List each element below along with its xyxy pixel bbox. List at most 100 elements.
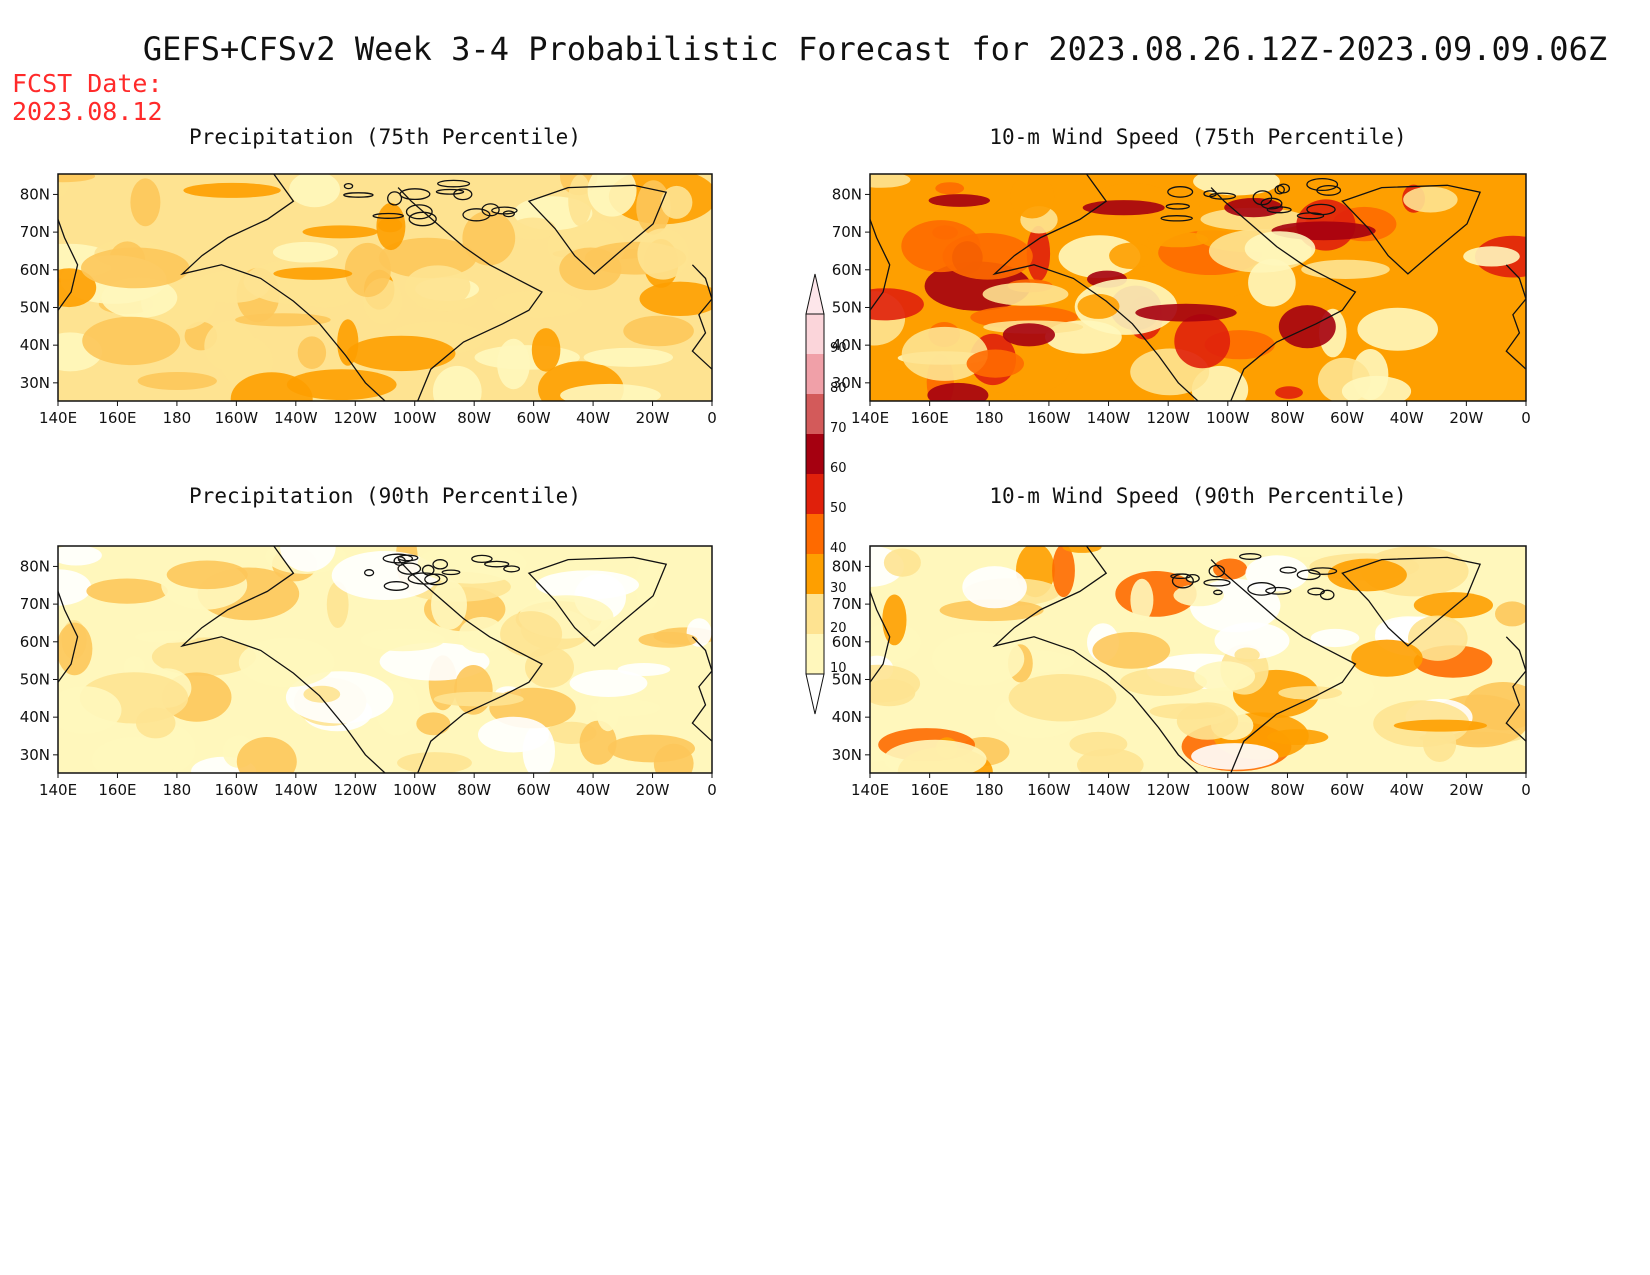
coastline-asia xyxy=(58,219,79,311)
colorbar-label: 90 xyxy=(830,341,847,356)
field-patch xyxy=(1213,558,1248,580)
colorbar-label: 30 xyxy=(830,581,847,596)
coastline-island xyxy=(437,179,471,188)
field-patch xyxy=(939,599,1044,622)
colorbar-label: 10 xyxy=(830,661,847,676)
field-patch xyxy=(1267,729,1329,745)
coastline-island xyxy=(372,212,404,219)
lon-tick-label: 80W xyxy=(1270,781,1304,799)
lon-tick-label: 60W xyxy=(517,781,551,799)
colorbar-segment xyxy=(806,314,824,354)
coastline-island xyxy=(1239,553,1262,560)
field-patch xyxy=(280,546,336,572)
colorbar-label: 50 xyxy=(830,501,847,516)
field-patch xyxy=(510,217,556,240)
field-patch xyxy=(1393,719,1487,732)
coastline-island xyxy=(1208,564,1226,578)
field-patch xyxy=(376,202,406,251)
field-patch xyxy=(535,570,640,600)
field-patch xyxy=(935,182,965,195)
lat-tick-label: 30N xyxy=(20,374,50,392)
lon-tick-label: 100W xyxy=(1206,409,1250,427)
lon-tick-label: 160W xyxy=(215,409,259,427)
colorbar-label: 40 xyxy=(830,541,847,556)
field-patch xyxy=(1193,174,1280,196)
field-patch xyxy=(346,335,456,372)
field-patch xyxy=(236,737,297,773)
lon-tick-label: 180 xyxy=(975,781,1004,799)
lon-tick-label: 120W xyxy=(1146,781,1190,799)
field-patch xyxy=(81,247,190,289)
lon-tick-label: 60W xyxy=(1330,409,1364,427)
lon-tick-label: 0 xyxy=(707,781,717,799)
field-patch xyxy=(1278,305,1336,349)
lon-tick-label: 160E xyxy=(98,409,136,427)
coastline-island xyxy=(1213,589,1223,596)
field-patch xyxy=(583,347,673,367)
lat-tick-label: 60N xyxy=(832,261,862,279)
field-patch xyxy=(1092,632,1171,669)
field-patch xyxy=(497,338,530,390)
lat-tick-label: 70N xyxy=(832,223,862,241)
lon-tick-label: 0 xyxy=(1521,409,1531,427)
lat-tick-label: 40N xyxy=(20,708,50,726)
coastline-island xyxy=(432,559,449,570)
field-patch xyxy=(1069,731,1128,757)
field-patch xyxy=(1245,555,1309,592)
field-patch xyxy=(1351,639,1423,677)
coastline-greenland xyxy=(1341,556,1482,647)
field-patch xyxy=(326,581,349,628)
field-patch xyxy=(1495,601,1526,627)
lon-tick-label: 140W xyxy=(1087,409,1131,427)
coastline-asia xyxy=(58,591,79,683)
field-patch xyxy=(1194,661,1256,692)
map-panel-wind75: 140E 160E 180 160W 140W 120W 100W 80W 60W 40W 20W 0… xyxy=(832,173,1531,427)
coastline-europe xyxy=(1505,636,1526,742)
coastline-island xyxy=(363,569,375,577)
field-patch xyxy=(1026,225,1051,282)
field-patch xyxy=(137,372,217,390)
lat-tick-label: 80N xyxy=(832,185,862,203)
field-patch xyxy=(883,739,987,773)
field-patch xyxy=(135,630,198,644)
field-patch xyxy=(1149,703,1226,720)
coastline-island xyxy=(424,573,448,586)
field-patch xyxy=(1052,546,1075,598)
field-patch xyxy=(286,369,397,400)
field-patch xyxy=(1234,647,1260,663)
field-patch xyxy=(635,559,661,610)
field-patch xyxy=(932,225,958,240)
colorbar-bottom-arrow xyxy=(805,673,825,715)
map-panel-precip75: 140E 160E 180 160W 140W 120W 100W 80W 60W 40W 20W 0… xyxy=(20,173,717,427)
lat-tick-label: 40N xyxy=(20,336,50,354)
map-frame xyxy=(869,545,1527,774)
field-patch xyxy=(568,174,592,227)
coastline-island xyxy=(1307,587,1325,596)
lon-tick-label: 160E xyxy=(911,409,949,427)
field-patch xyxy=(982,282,1069,306)
field-patch xyxy=(1008,674,1117,722)
field-patch xyxy=(1200,207,1307,231)
field-patch xyxy=(1074,278,1178,335)
field-patch xyxy=(431,579,467,630)
field-patch xyxy=(931,632,1025,686)
fcst-date-label: FCST Date: xyxy=(12,69,163,98)
field-patch xyxy=(297,336,327,370)
map-frame xyxy=(57,545,713,774)
lat-tick-label: 40N xyxy=(832,336,862,354)
coastline-west xyxy=(180,546,386,773)
lon-tick-label: 120W xyxy=(334,409,378,427)
colorbar-segment xyxy=(806,594,824,634)
field-patch xyxy=(492,290,583,318)
field-patch xyxy=(166,560,248,590)
coastline-island xyxy=(382,553,414,564)
coastline-island xyxy=(343,182,354,190)
map-panel-wind90: 140E 160E 180 160W 140W 120W 100W 80W 60W 40W 20W 0… xyxy=(832,545,1531,799)
field-patch xyxy=(1130,578,1154,622)
field-patch xyxy=(636,180,671,235)
coastline-west xyxy=(992,546,1199,773)
coastline-island xyxy=(484,560,510,568)
field-patch xyxy=(500,611,563,658)
lon-tick-label: 140E xyxy=(851,781,889,799)
lat-tick-label: 50N xyxy=(20,670,50,688)
